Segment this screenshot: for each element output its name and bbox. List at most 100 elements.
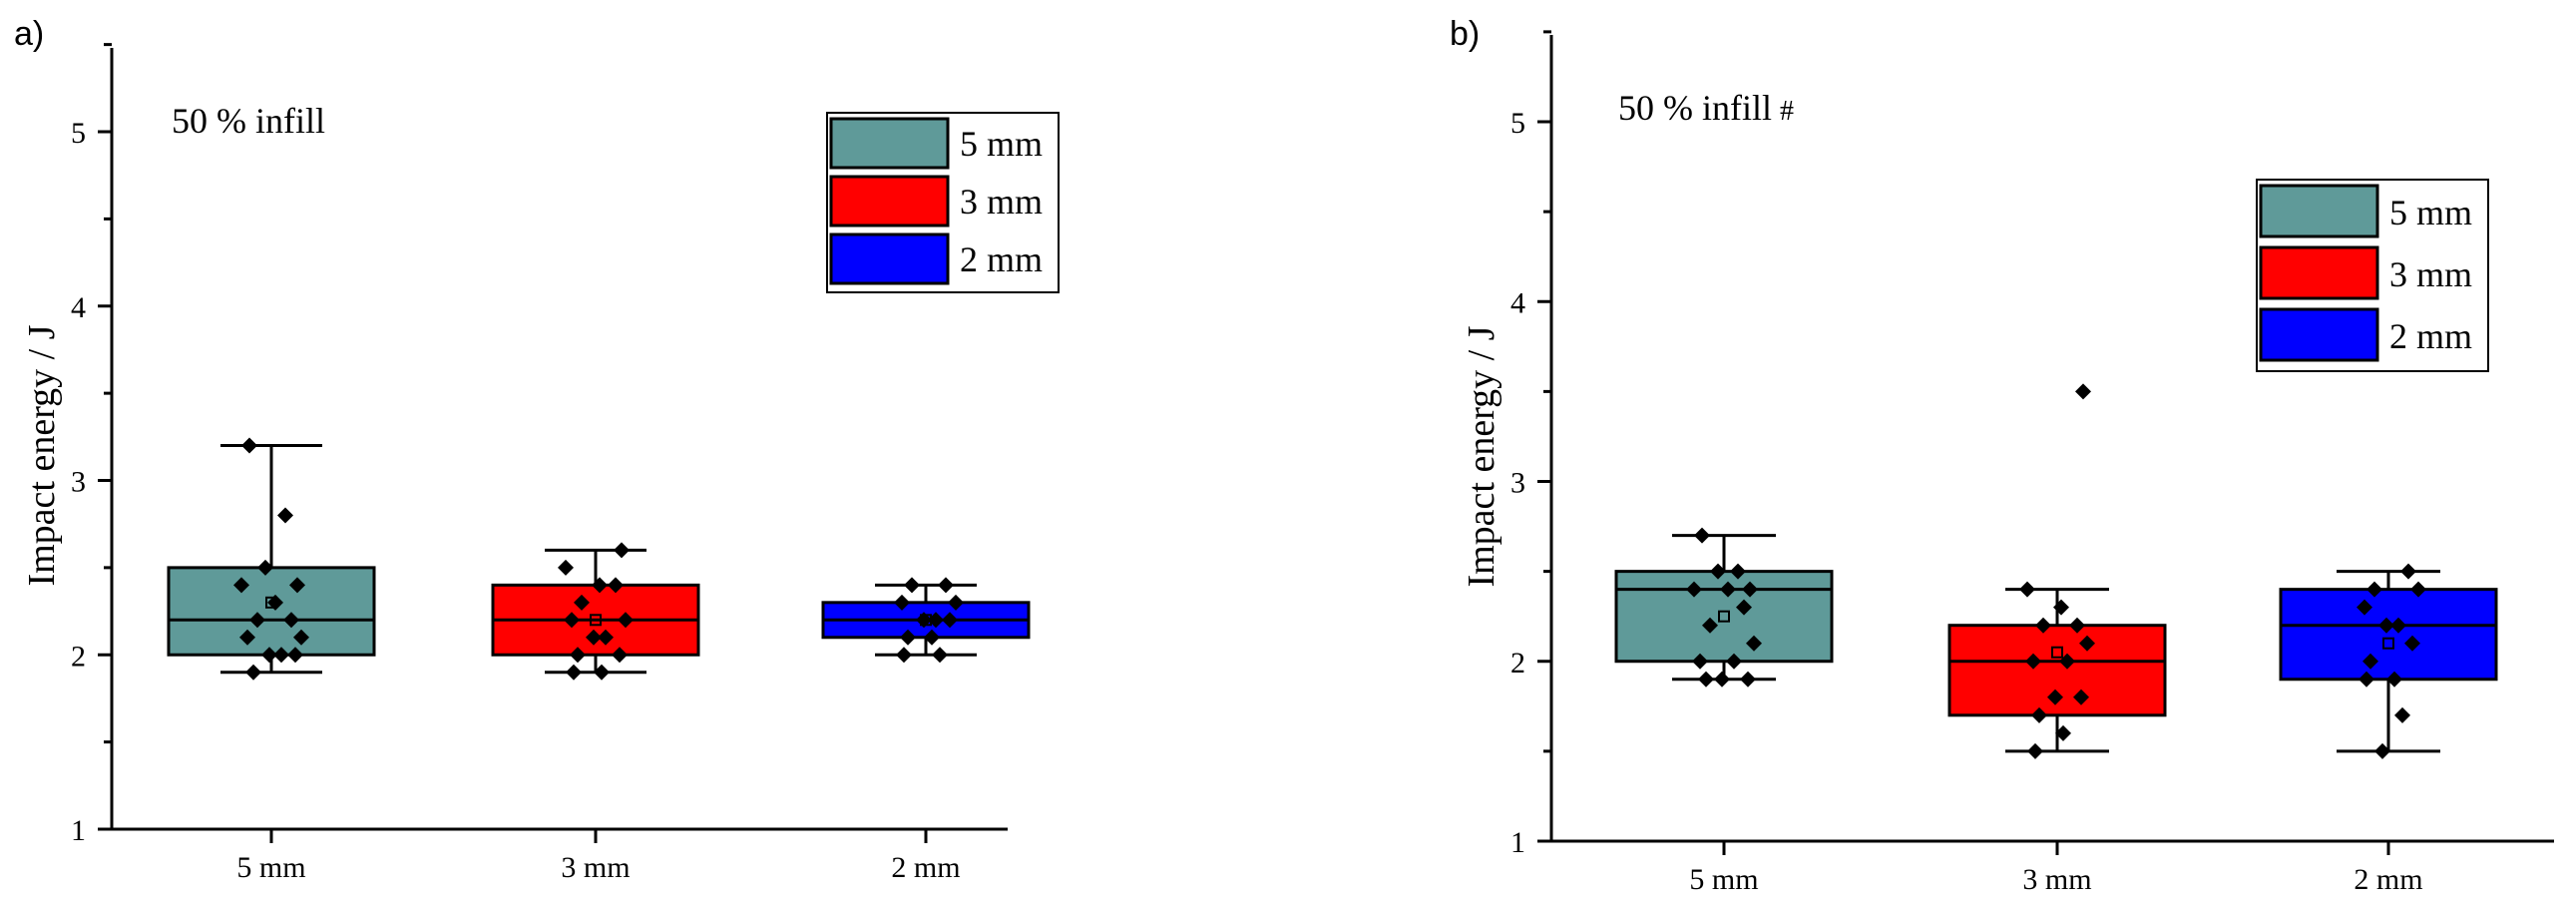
panel-label: b) [1450,15,1480,53]
data-point [249,612,265,629]
legend-swatch [2259,245,2379,300]
data-point [1740,671,1756,687]
data-point [928,612,944,629]
data-point [2362,653,2378,670]
y-tick-label: 3 [1510,467,1525,500]
data-point [2075,383,2091,400]
data-point [2019,581,2035,598]
chart-panel-a: a) 50 % infill 1 2 3 4 5 Impact energy / J 5 mm 3… [14,15,1060,884]
data-point [1692,653,1708,670]
data-point [1730,563,1746,580]
data-point [289,577,305,594]
data-point [2410,581,2426,598]
chart-panel-b: b) 50 % infill #1 2 3 4 5 Impact energy / J 5 mm… [1450,15,2554,896]
data-point [896,647,912,664]
box-group-2mm [2279,563,2498,759]
x-tick-label: 5 mm [1689,863,1758,896]
data-point [1736,599,1752,616]
legend-label: 5 mm [2389,193,2472,232]
legend-label: 5 mm [960,124,1043,164]
data-point [598,629,614,646]
data-point [942,612,958,629]
data-point [283,612,299,629]
data-point [245,664,261,681]
legend: 5 mm 3 mm 2 mm [826,112,1060,293]
box-group-5mm [1614,527,1834,687]
data-point [257,559,273,576]
data-point [2357,599,2372,616]
data-point [904,577,920,594]
box-group-2mm [821,577,1031,664]
data-point [2025,653,2041,670]
legend-swatch [2259,307,2379,362]
data-point [612,647,628,664]
x-tick-label: 3 mm [561,851,630,884]
box-iqr [2279,588,2498,682]
mean-marker [1718,610,1730,623]
data-point [261,647,277,664]
data-point [287,647,303,664]
y-tick-label: 3 [71,466,86,499]
data-point [239,629,255,646]
data-point [1746,635,1762,652]
data-point [2059,653,2075,670]
data-point [570,647,586,664]
y-tick-label: 2 [1510,647,1525,680]
annotation-mark: # [1780,96,1794,127]
y-tick-label: 1 [71,814,86,847]
data-point [2055,724,2071,741]
box-group-3mm [491,542,700,681]
x-tick-label: 3 mm [2022,863,2091,896]
y-tick-label: 2 [71,640,86,673]
y-tick-label: 5 [1510,107,1525,140]
data-point [2400,563,2416,580]
data-point [618,612,634,629]
data-point [558,559,574,576]
data-point [948,594,964,611]
mean-marker [590,614,602,627]
data-point [1726,653,1742,670]
data-point [293,629,309,646]
data-point [1694,527,1710,544]
data-point [2366,581,2382,598]
legend: 5 mm 3 mm 2 mm [2256,179,2489,372]
data-point [267,594,283,611]
annotation-text: 50 % infill [172,101,325,141]
data-point [1720,581,1736,598]
data-point [900,629,916,646]
y-tick-label: 4 [1510,286,1525,319]
x-tick-label: 5 mm [236,851,305,884]
legend-label: 2 mm [960,239,1043,279]
data-point [2390,617,2406,634]
x-tick-label: 2 mm [891,851,960,884]
annotation-main: 50 % infill [1618,88,1772,128]
data-point [2047,688,2063,705]
data-point [1686,581,1702,598]
data-point [592,577,608,594]
mean-marker [2382,637,2394,650]
legend-label: 2 mm [2389,316,2472,356]
y-tick-label: 1 [1510,826,1525,859]
y-axis-title: Impact energy / J [1461,325,1503,587]
data-point [1742,581,1758,598]
data-point [2359,671,2374,687]
data-point [2069,617,2085,634]
data-point [574,594,590,611]
legend-swatch [829,175,950,227]
x-tick-label: 2 mm [2354,863,2422,896]
data-point [2031,706,2047,723]
box-group-3mm [1947,383,2167,759]
panel-label: a) [14,15,44,53]
legend-label: 3 mm [960,182,1043,222]
data-point [894,594,910,611]
data-point [2073,688,2089,705]
box-group-5mm [167,437,376,681]
data-point [2386,671,2402,687]
legend-swatch [829,232,950,285]
data-point [932,647,948,664]
data-point [1710,563,1726,580]
data-point [2374,742,2390,759]
data-point [608,577,624,594]
mean-marker [2051,646,2063,659]
